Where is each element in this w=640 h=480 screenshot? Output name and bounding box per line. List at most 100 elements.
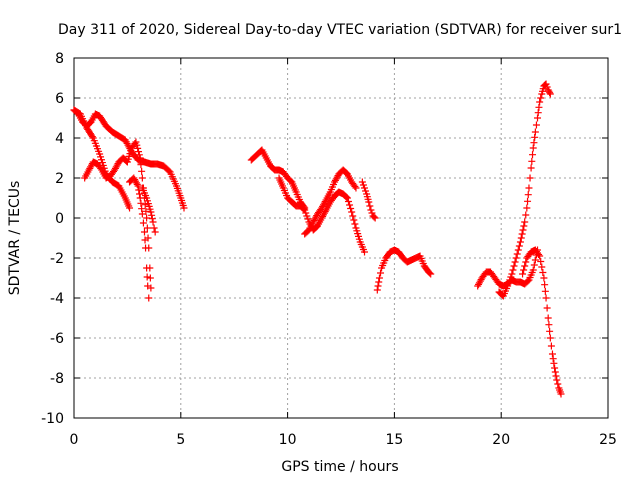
data-point [134, 144, 142, 152]
data-point [515, 242, 523, 250]
data-point [371, 214, 379, 222]
data-points [70, 80, 565, 398]
data-point [320, 199, 328, 207]
series-track-c [81, 138, 155, 292]
axis-ticks [73, 57, 609, 419]
data-point [543, 304, 551, 312]
data-point [368, 209, 376, 217]
y-tick-label: 6 [55, 91, 64, 107]
y-tick-label: 4 [55, 131, 64, 147]
data-point [132, 138, 140, 146]
data-point [149, 218, 157, 226]
data-point [540, 274, 548, 282]
data-point [520, 266, 528, 274]
series-track-l [495, 80, 554, 300]
data-point [147, 208, 155, 216]
data-point [331, 176, 339, 184]
series-track-d [126, 174, 153, 302]
data-point [151, 228, 159, 236]
data-point [132, 179, 140, 187]
x-tick-label: 5 [176, 432, 185, 448]
data-point [138, 210, 146, 218]
data-point [112, 163, 120, 171]
data-point [87, 163, 95, 171]
data-point [309, 218, 317, 226]
data-point [318, 214, 326, 222]
data-point [546, 334, 554, 342]
data-point [474, 282, 482, 290]
data-point [535, 103, 543, 111]
data-point [88, 133, 96, 141]
data-point [111, 164, 119, 172]
data-point [538, 263, 546, 271]
data-point [139, 219, 147, 227]
y-tick-label: -2 [50, 251, 64, 267]
data-point [526, 174, 534, 182]
data-point [541, 287, 549, 295]
data-point [137, 161, 145, 169]
data-point [375, 274, 383, 282]
data-point [300, 205, 308, 213]
data-point [506, 276, 514, 284]
data-point [146, 274, 154, 282]
data-point [532, 121, 540, 129]
data-point [522, 258, 530, 266]
data-point [343, 194, 351, 202]
data-point [522, 211, 530, 219]
series-track-e [138, 184, 159, 236]
data-point [301, 206, 309, 214]
data-point [531, 133, 539, 141]
data-point [512, 254, 520, 262]
data-point [542, 294, 550, 302]
data-point [138, 205, 146, 213]
x-tick-labels: 0 5 10 15 20 25 [70, 432, 617, 448]
data-point [319, 212, 327, 220]
data-point [133, 180, 141, 188]
y-tick-labels: -10 -8 -6 -4 -2 0 2 4 6 8 [41, 51, 64, 427]
data-point [475, 280, 483, 288]
data-point [350, 216, 358, 224]
data-point [519, 226, 527, 234]
data-point [534, 109, 542, 117]
data-point [142, 244, 150, 252]
data-point [113, 161, 121, 169]
data-point [352, 184, 360, 192]
data-point [518, 230, 526, 238]
data-point [476, 277, 484, 285]
data-point [530, 139, 538, 147]
data-point [537, 94, 545, 102]
data-point [133, 141, 141, 149]
data-point [135, 151, 143, 159]
y-tick-label: -4 [50, 291, 64, 307]
data-point [145, 294, 153, 302]
data-point [135, 148, 143, 156]
data-point [310, 216, 318, 224]
series-track-j [373, 246, 435, 294]
y-tick-label: 0 [55, 211, 64, 227]
data-point [475, 279, 483, 287]
x-axis-label: GPS time / hours [281, 459, 398, 475]
data-point [427, 270, 435, 278]
data-point [375, 278, 383, 286]
data-point [529, 144, 537, 152]
data-point [347, 205, 355, 212]
y-axis-label: SDTVAR / TECUs [7, 181, 23, 296]
data-point [344, 198, 352, 205]
data-point [360, 248, 368, 256]
data-point [351, 220, 359, 228]
data-point [508, 270, 516, 278]
data-point [319, 201, 327, 209]
data-point [553, 376, 561, 384]
data-point [377, 269, 385, 277]
data-point [539, 269, 547, 276]
data-point [550, 359, 558, 367]
data-point [507, 273, 515, 281]
data-point [366, 202, 374, 210]
data-point [148, 215, 156, 223]
data-point [130, 174, 138, 182]
data-point [351, 183, 359, 190]
series-track-h [301, 166, 360, 238]
data-point [320, 209, 328, 217]
data-point [134, 182, 142, 190]
data-point [524, 191, 532, 199]
